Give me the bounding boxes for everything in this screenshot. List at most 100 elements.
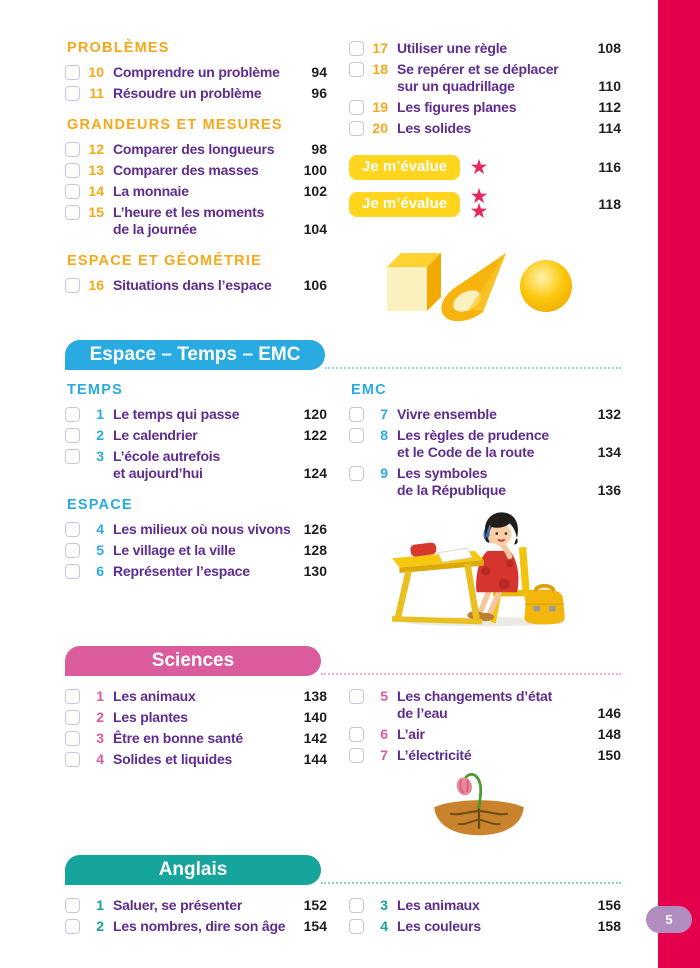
item-number: 1 xyxy=(96,688,104,704)
item-page: 94 xyxy=(311,64,327,80)
toc-item: 17 Utiliser une règle 108 xyxy=(349,40,621,57)
item-page: 156 xyxy=(597,897,621,913)
item-label: Les couleurs xyxy=(397,918,481,934)
item-page: 148 xyxy=(597,726,621,742)
checkbox[interactable] xyxy=(65,564,80,579)
toc-item: 2 Les nombres, dire son âge 154 xyxy=(65,918,327,935)
item-page: 140 xyxy=(303,709,327,725)
checkbox[interactable] xyxy=(65,898,80,913)
checkbox[interactable] xyxy=(65,428,80,443)
toc-item: 1 Saluer, se présenter 152 xyxy=(65,897,327,914)
espace-temps-emc-block: TEMPS 1 Le temps qui passe 120 2 Le cale… xyxy=(65,382,621,634)
checkbox[interactable] xyxy=(65,731,80,746)
checkbox[interactable] xyxy=(349,41,364,56)
item-label: Les animaux xyxy=(397,897,480,913)
checkbox[interactable] xyxy=(65,184,80,199)
item-page: 104 xyxy=(303,221,327,237)
star-icon: ★★ xyxy=(469,185,489,223)
checkbox[interactable] xyxy=(65,142,80,157)
item-page: 114 xyxy=(598,120,621,136)
girl-at-desk-illustration xyxy=(383,505,621,634)
toc-item: 13 Comparer des masses 100 xyxy=(65,162,327,179)
checkbox[interactable] xyxy=(65,407,80,422)
item-page: 154 xyxy=(303,918,327,934)
checkbox[interactable] xyxy=(349,727,364,742)
section-banner-row: Sciences xyxy=(65,646,621,676)
item-number: 6 xyxy=(380,726,388,742)
item-page: 138 xyxy=(303,688,327,704)
item-page: 124 xyxy=(303,465,327,481)
item-label: Comprendre un problème xyxy=(113,64,280,80)
item-page: 150 xyxy=(597,747,621,763)
checkbox[interactable] xyxy=(349,407,364,422)
section-banner: Sciences xyxy=(65,646,321,676)
checkbox[interactable] xyxy=(349,100,364,115)
checkbox[interactable] xyxy=(65,163,80,178)
toc-item: 5 Le village et la ville 128 xyxy=(65,542,327,559)
toc-item: 14 La monnaie 102 xyxy=(65,183,327,200)
item-number: 20 xyxy=(372,120,388,136)
item-number: 1 xyxy=(96,897,104,913)
checkbox[interactable] xyxy=(65,689,80,704)
checkbox[interactable] xyxy=(65,543,80,558)
checkbox[interactable] xyxy=(349,689,364,704)
item-number: 6 xyxy=(96,563,104,579)
checkbox[interactable] xyxy=(65,205,80,220)
item-label: Les plantes xyxy=(113,709,188,725)
toc-item: 19 Les figures planes 112 xyxy=(349,99,621,116)
checkbox[interactable] xyxy=(65,710,80,725)
checkbox[interactable] xyxy=(349,466,364,481)
item-page: 102 xyxy=(303,183,327,199)
checkbox[interactable] xyxy=(65,449,80,464)
anglais-block: 1 Saluer, se présenter 152 2 Les nombres… xyxy=(65,897,621,939)
item-page: 112 xyxy=(598,99,621,115)
checkbox[interactable] xyxy=(65,65,80,80)
toc-item: 3 L’école autrefois et aujourd’hui 124 xyxy=(65,448,327,482)
item-label: Résoudre un problème xyxy=(113,85,262,101)
item-number: 16 xyxy=(88,277,104,293)
item-number: 19 xyxy=(372,99,388,115)
je-mevalue-button[interactable]: Je m’évalue xyxy=(349,191,461,217)
item-number: 14 xyxy=(88,183,104,199)
item-page: 128 xyxy=(303,542,327,558)
item-number: 7 xyxy=(380,747,388,763)
checkbox[interactable] xyxy=(65,522,80,537)
toc-item: 3 Les animaux 156 xyxy=(349,897,621,914)
section-heading-problemes: PROBLÈMES xyxy=(67,40,170,56)
item-number: 10 xyxy=(88,64,104,80)
item-label: Comparer des longueurs xyxy=(113,141,275,157)
item-page: 122 xyxy=(303,427,327,443)
item-number: 5 xyxy=(380,688,388,704)
checkbox[interactable] xyxy=(65,86,80,101)
item-label: Les milieux où nous vivons xyxy=(113,521,291,537)
item-number: 18 xyxy=(372,61,388,77)
checkbox[interactable] xyxy=(65,919,80,934)
item-label: Représenter l’espace xyxy=(113,563,250,579)
checkbox[interactable] xyxy=(349,898,364,913)
checkbox[interactable] xyxy=(65,752,80,767)
item-page: 144 xyxy=(303,751,327,767)
item-label: Les symboles de la République xyxy=(397,465,506,498)
item-label: Les nombres, dire son âge xyxy=(113,918,286,934)
toc-item: 10 Comprendre un problème 94 xyxy=(65,64,327,81)
checkbox[interactable] xyxy=(65,278,80,293)
checkbox[interactable] xyxy=(349,62,364,77)
checkbox[interactable] xyxy=(349,748,364,763)
page-number-tab: 5 xyxy=(646,906,692,933)
toc-item: 4 Les milieux où nous vivons 126 xyxy=(65,521,327,538)
checkbox[interactable] xyxy=(349,121,364,136)
item-page: 120 xyxy=(303,406,327,422)
item-number: 9 xyxy=(380,465,388,481)
checkbox[interactable] xyxy=(349,919,364,934)
item-page: 108 xyxy=(597,40,621,56)
item-page: 158 xyxy=(597,918,621,934)
toc-item: 7 Vivre ensemble 132 xyxy=(349,406,621,423)
checkbox[interactable] xyxy=(349,428,364,443)
item-number: 8 xyxy=(380,427,388,443)
je-mevalue-button[interactable]: Je m’évalue xyxy=(349,155,461,180)
item-number: 11 xyxy=(89,85,104,101)
item-page: 126 xyxy=(303,521,327,537)
item-page: 100 xyxy=(303,162,327,178)
toc-item: 11 Résoudre un problème 96 xyxy=(65,85,327,102)
